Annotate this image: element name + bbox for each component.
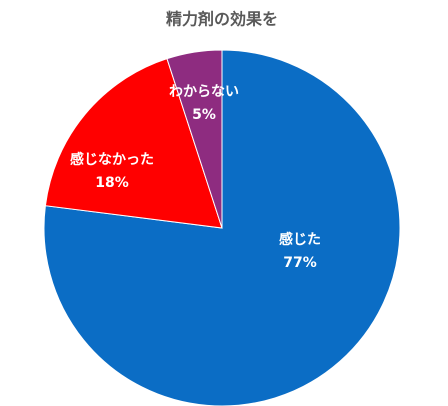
slice-label: 感じなかった xyxy=(70,151,154,168)
chart-title: 精力剤の効果を xyxy=(166,10,278,29)
slice-value-label: 18% xyxy=(95,175,129,191)
slice-label: 感じた xyxy=(279,231,321,248)
pie-slice xyxy=(166,49,223,229)
slice-value-label: 5% xyxy=(192,107,216,123)
slice-label: わからない xyxy=(169,84,239,100)
slice-value-label: 77% xyxy=(283,255,317,271)
pie-slice xyxy=(44,58,223,229)
pie-slice xyxy=(43,49,401,406)
